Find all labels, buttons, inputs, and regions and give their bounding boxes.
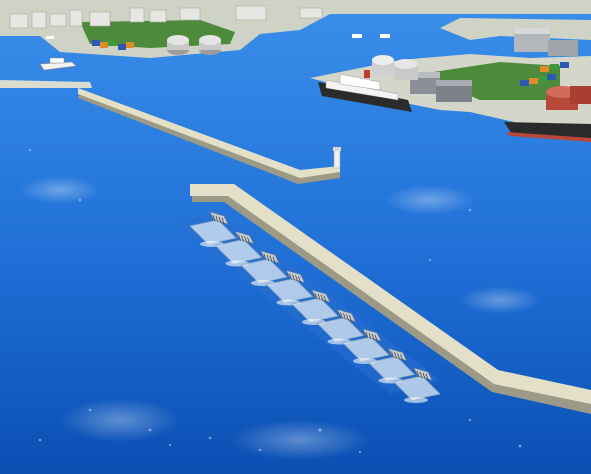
panel-vent — [266, 254, 270, 262]
panel-vent — [247, 237, 250, 244]
small-boat-3 — [380, 34, 390, 38]
wave-foam — [404, 397, 428, 403]
panel-vent — [323, 295, 327, 302]
wave-energy-panel — [265, 278, 314, 303]
panel-vent — [419, 371, 423, 379]
panel-vent — [397, 353, 400, 360]
wave-energy-panel-array — [189, 211, 441, 403]
park-green — [80, 20, 235, 48]
panel-vent — [394, 352, 397, 359]
panel-vent — [244, 236, 247, 243]
passenger-ship — [318, 70, 412, 112]
panel-vent — [400, 354, 403, 361]
warehouses-east — [410, 28, 578, 102]
panel-vent — [365, 331, 369, 339]
panel-vent — [263, 253, 267, 261]
panel-vent — [391, 351, 394, 358]
small-boat-2 — [352, 34, 362, 38]
panel-vent — [314, 292, 318, 300]
small-boat-1 — [46, 36, 54, 39]
wave-energy-panel — [316, 317, 365, 342]
wave-energy-panel — [240, 258, 288, 284]
panel-vent — [416, 370, 420, 378]
panel-vent — [371, 333, 375, 340]
panel-vent — [317, 293, 321, 301]
panel-vent — [422, 372, 426, 379]
containers-northwest — [92, 40, 134, 50]
panel-vent — [241, 235, 244, 242]
panel-vent — [212, 214, 216, 222]
panel-vent — [272, 256, 276, 263]
buildings-northwest — [9, 5, 323, 29]
wave-energy-panel — [214, 239, 263, 264]
panel-vent — [289, 273, 292, 280]
panel-vent — [298, 276, 301, 283]
panel-vent — [349, 315, 352, 322]
panel-vent — [425, 373, 429, 380]
wave-energy-panel — [291, 297, 339, 323]
storage-tanks-northwest — [167, 35, 221, 55]
panel-vent — [368, 332, 372, 340]
main-breakwater-shadow — [192, 190, 591, 414]
panel-vent — [320, 294, 324, 301]
panel-vent — [238, 234, 241, 241]
panel-vent — [292, 274, 295, 281]
panel-vent — [340, 312, 343, 319]
port-green — [420, 62, 560, 100]
north-breakwater — [78, 88, 340, 178]
foreground-sparkles — [28, 148, 522, 454]
wave-energy-panel — [189, 219, 237, 245]
panel-vent — [343, 313, 346, 320]
tanker-ship — [504, 122, 591, 142]
lighthouse — [333, 147, 341, 169]
panel-vent — [374, 334, 378, 341]
panel-vent — [215, 215, 219, 223]
panel-vent — [221, 217, 225, 224]
panel-vent — [218, 216, 222, 223]
sea-sparkles — [20, 176, 540, 460]
main-breakwater — [190, 184, 591, 404]
ferry-boat — [39, 57, 77, 71]
containers-east — [520, 62, 569, 86]
panel-vent — [269, 255, 273, 262]
wave-energy-panel — [342, 336, 390, 362]
wave-energy-panel — [367, 356, 416, 381]
panel-vent — [346, 314, 349, 321]
wave-energy-panel — [393, 375, 441, 401]
storage-tanks-east — [372, 55, 591, 110]
panel-vent — [295, 275, 298, 282]
pier-northwest — [0, 80, 92, 88]
